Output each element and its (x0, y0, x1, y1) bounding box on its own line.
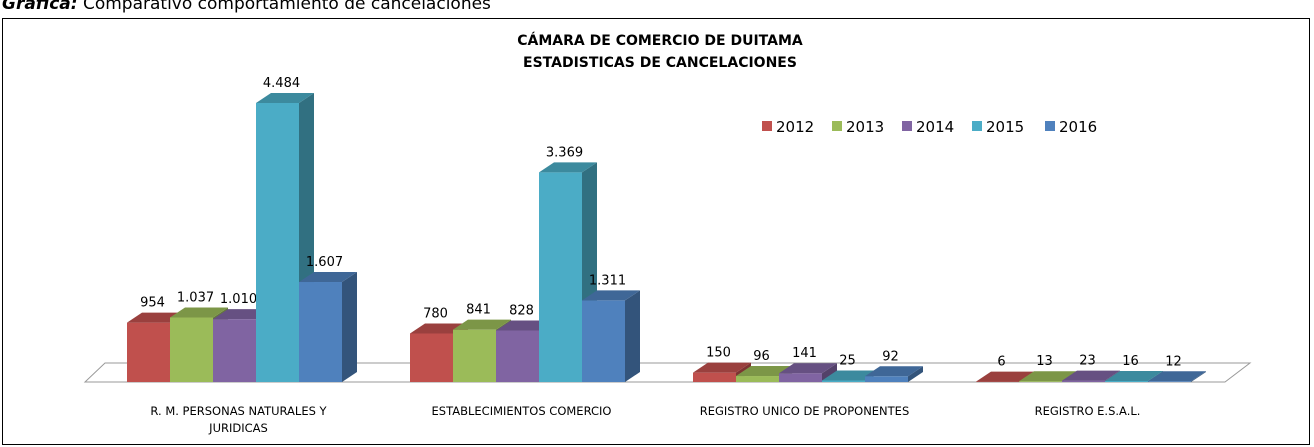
value-label: 1.010 (220, 292, 257, 307)
bar (213, 319, 256, 382)
legend-label: 2013 (846, 118, 884, 136)
bar (127, 322, 170, 382)
bar-side (625, 290, 640, 382)
bar-top (865, 366, 923, 377)
bar-top (1019, 371, 1077, 382)
legend-swatch (902, 121, 912, 131)
legend-label: 2014 (916, 118, 954, 136)
chart-title: CÁMARA DE COMERCIO DE DUITAMA (517, 32, 803, 49)
legend-label: 2016 (1059, 118, 1097, 136)
caption-text: Comparativo comportamiento de cancelacio… (82, 0, 491, 14)
bar (822, 380, 865, 382)
value-label: 12 (1165, 354, 1182, 369)
legend-label: 2012 (776, 118, 814, 136)
value-label: 1.037 (177, 290, 214, 305)
bar-top (1148, 371, 1206, 382)
value-label: 1.311 (589, 273, 626, 288)
value-label: 92 (882, 349, 899, 364)
bar (1105, 381, 1148, 382)
value-label: 954 (140, 296, 165, 311)
bar (1019, 381, 1062, 382)
bar-top (453, 319, 511, 330)
value-label: 141 (792, 346, 817, 361)
bar (779, 373, 822, 382)
bar (736, 376, 779, 382)
value-label: 25 (839, 353, 856, 368)
chart-frame (2, 18, 1310, 445)
bar-top (1062, 370, 1120, 381)
bar-top (170, 307, 228, 318)
bar-top (256, 93, 314, 103)
caption: Gráfica: Comparativo comportamiento de c… (2, 0, 491, 14)
legend-swatch (972, 121, 982, 131)
value-label: 4.484 (263, 76, 300, 91)
bar-top (693, 362, 751, 373)
bar (496, 330, 539, 382)
value-label: 150 (706, 346, 731, 361)
chart-subtitle: ESTADISTICAS DE CANCELACIONES (523, 55, 797, 71)
bar (539, 172, 582, 382)
value-label: 1.607 (306, 255, 343, 270)
bar-top (779, 363, 837, 374)
x-tick-label: REGISTRO E.S.A.L. (1034, 404, 1141, 418)
bar-side (1191, 371, 1206, 382)
bar-top (582, 290, 640, 301)
x-tick-label: ESTABLECIMIENTOS COMERCIO (431, 404, 612, 418)
caption-label: Gráfica: (2, 0, 78, 14)
bar (299, 282, 342, 382)
value-label: 6 (997, 355, 1005, 370)
bar (582, 300, 625, 382)
legend-swatch (762, 121, 772, 131)
x-tick-label: R. M. PERSONAS NATURALES Y JURIDICAS (150, 404, 327, 435)
value-label: 828 (509, 303, 534, 318)
value-label: 780 (423, 306, 448, 321)
bar (256, 103, 299, 382)
bar-side (822, 363, 837, 382)
bar (410, 333, 453, 382)
bar (1148, 381, 1191, 382)
bar-side (342, 272, 357, 382)
legend-swatch (1045, 121, 1055, 131)
bar-top (299, 272, 357, 283)
value-label: 3.369 (546, 145, 583, 160)
bar-side (908, 366, 923, 382)
bar-top (539, 162, 597, 173)
x-tick-label: REGISTRO UNICO DE PROPONENTES (699, 404, 910, 418)
legend-label: 2015 (986, 118, 1024, 136)
value-label: 13 (1036, 354, 1053, 369)
bar (693, 372, 736, 382)
value-label: 841 (466, 303, 491, 318)
bar (170, 317, 213, 382)
value-label: 16 (1122, 354, 1139, 369)
bar-top (1105, 371, 1163, 382)
bar (1062, 380, 1105, 382)
legend-swatch (832, 121, 842, 131)
value-label: 23 (1079, 354, 1096, 369)
bar-top (976, 371, 1034, 382)
bar (453, 329, 496, 382)
bar (865, 376, 908, 382)
value-label: 96 (753, 349, 770, 364)
